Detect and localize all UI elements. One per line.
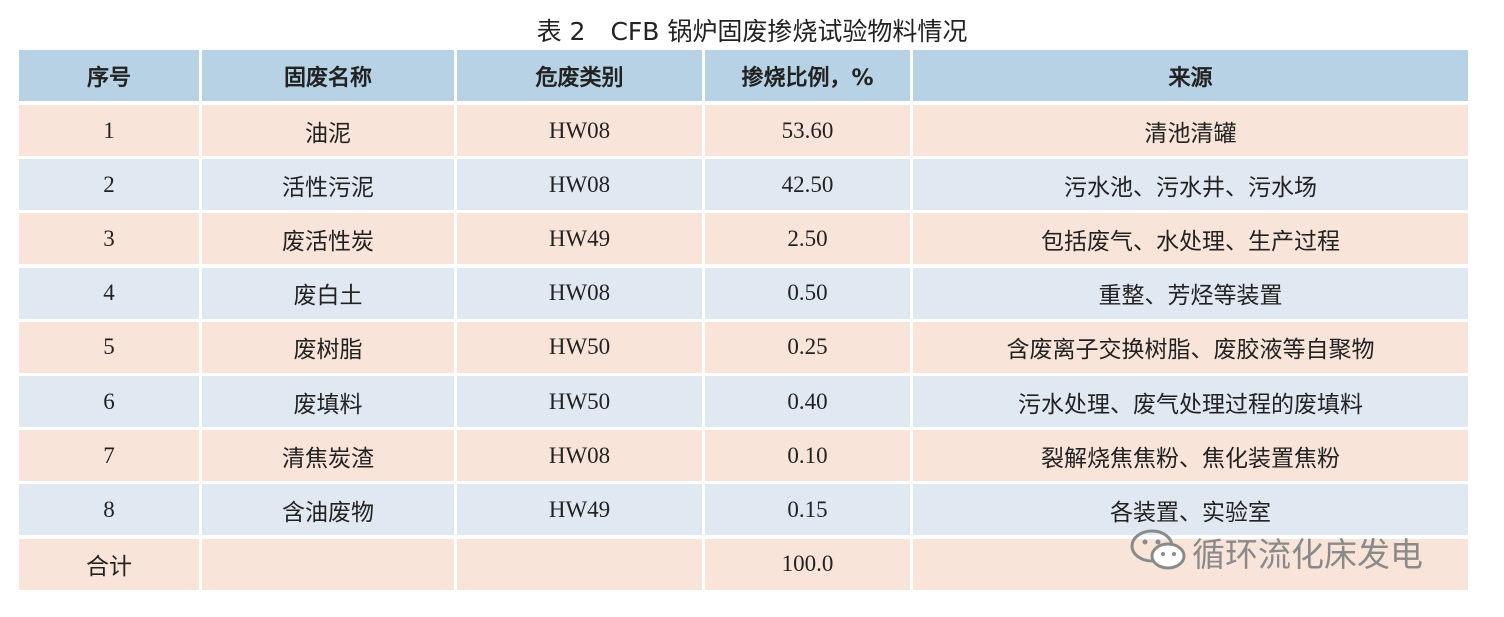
table-cell: 4 xyxy=(19,267,199,319)
table-cell: HW49 xyxy=(457,484,702,536)
table-cell: 0.10 xyxy=(705,430,910,482)
table-cell: 0.50 xyxy=(705,267,910,319)
table-cell: 53.60 xyxy=(705,105,910,156)
table-cell: 0.15 xyxy=(705,484,910,536)
table-cell: 废树脂 xyxy=(202,321,454,373)
watermark: 循环流化床发电 xyxy=(1192,535,1423,574)
table-cell: 2.50 xyxy=(705,213,910,265)
table-cell: 废填料 xyxy=(202,376,454,427)
table-cell xyxy=(202,538,454,590)
table-cell: 5 xyxy=(19,321,199,373)
table-cell: 清池清罐 xyxy=(913,105,1468,156)
table-cell: 7 xyxy=(19,430,199,482)
table-title: 表 2 CFB 锅炉固废掺烧试验物料情况 xyxy=(536,17,968,46)
table-cell: HW08 xyxy=(457,430,702,482)
table-cell xyxy=(913,538,1468,590)
table-cell: 42.50 xyxy=(705,159,910,211)
table-cell: 3 xyxy=(19,213,199,265)
table-cell: 污水处理、废气处理过程的废填料 xyxy=(913,376,1468,427)
table-cell: 合计 xyxy=(19,538,199,590)
table-cell: 6 xyxy=(19,376,199,427)
table-cell: HW08 xyxy=(457,159,702,211)
table-cell: 活性污泥 xyxy=(202,159,454,211)
table-cell: HW08 xyxy=(457,267,702,319)
table-cell: 2 xyxy=(19,159,199,211)
table-cell: HW08 xyxy=(457,105,702,156)
table-cell: 危废类别 xyxy=(457,50,702,101)
table-cell: 掺烧比例，% xyxy=(705,50,910,101)
table-cell: 来源 xyxy=(913,50,1468,101)
table-cell: 各装置、实验室 xyxy=(913,484,1468,536)
wechat-icon xyxy=(1130,529,1186,570)
table-cell: HW50 xyxy=(457,376,702,427)
table-cell: 含油废物 xyxy=(202,484,454,536)
table-cell: 油泥 xyxy=(202,105,454,156)
table-cell xyxy=(457,538,702,590)
table-cell: 100.0 xyxy=(705,538,910,590)
table-cell: 固废名称 xyxy=(202,50,454,101)
table-cell: 裂解烧焦焦粉、焦化装置焦粉 xyxy=(913,430,1468,482)
table-cell: 0.25 xyxy=(705,321,910,373)
table-cell: 重整、芳烃等装置 xyxy=(913,267,1468,319)
table-cell: 序号 xyxy=(19,50,199,101)
table-cell: 污水池、污水井、污水场 xyxy=(913,159,1468,211)
table-cell: HW50 xyxy=(457,321,702,373)
table-cell: 含废离子交换树脂、废胶液等自聚物 xyxy=(913,321,1468,373)
table-cell: HW49 xyxy=(457,213,702,265)
table-cell: 0.40 xyxy=(705,376,910,427)
table-cell: 废活性炭 xyxy=(202,213,454,265)
table-cell: 8 xyxy=(19,484,199,536)
table-cell: 包括废气、水处理、生产过程 xyxy=(913,213,1468,265)
table-cell: 清焦炭渣 xyxy=(202,430,454,482)
table-cell: 废白土 xyxy=(202,267,454,319)
table-cell: 1 xyxy=(19,105,199,156)
